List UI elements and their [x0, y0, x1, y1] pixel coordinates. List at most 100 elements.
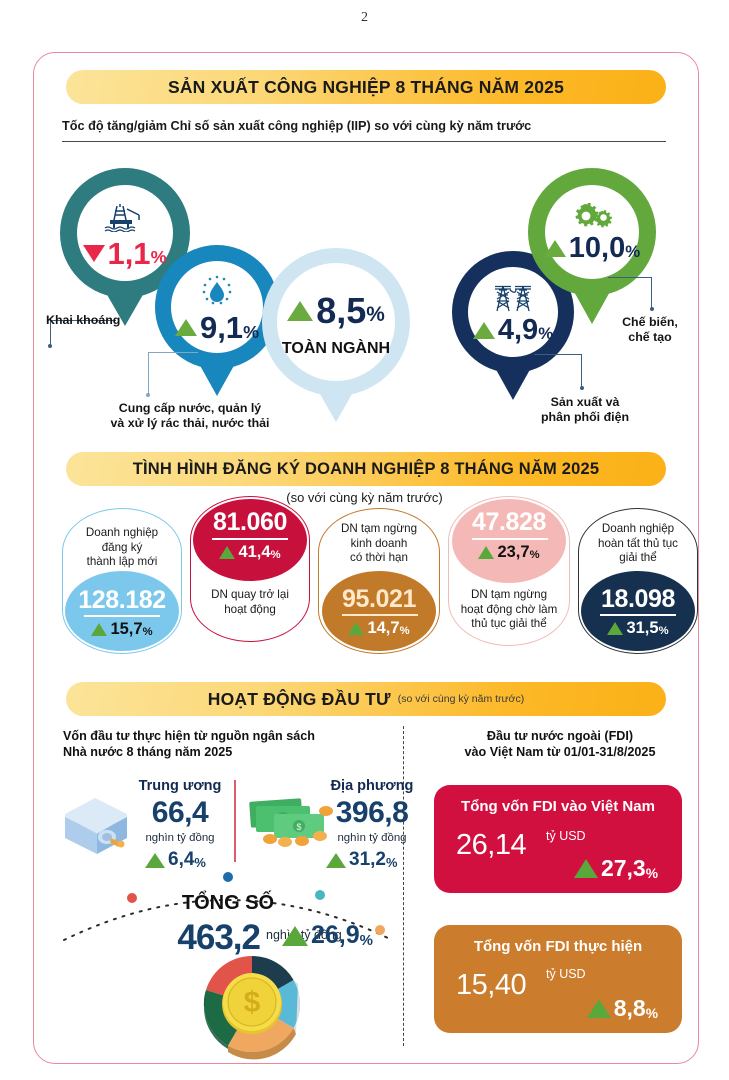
local-label: Địa phương	[330, 778, 414, 794]
page-number: 2	[361, 10, 368, 25]
fdi-card-unit: tỷ USD	[546, 967, 586, 981]
pin-total-industry[interactable]: 8,5 % TOÀN NGÀNH	[262, 248, 410, 422]
connector-dot	[146, 393, 150, 397]
section2-note: (so với cùng kỳ năm trước)	[286, 490, 443, 505]
money-stack-icon: $ $	[249, 798, 333, 847]
pin-value-group: 8,5 %	[287, 289, 385, 331]
pin-manufacturing[interactable]: 10,0 %	[528, 168, 656, 324]
section1-banner: SẢN XUẤT CÔNG NGHIỆP 8 THÁNG NĂM 2025	[66, 70, 666, 104]
total-value: 463,2	[177, 918, 261, 957]
card-change-value: 31,5	[626, 619, 659, 637]
fdi-card-change-percent: %	[645, 1006, 658, 1022]
pin-value: 1,1	[107, 235, 151, 271]
pin-value-group: 10,0 %	[543, 234, 640, 263]
bank-safe-icon	[65, 798, 127, 854]
card-change: 31,5 %	[578, 619, 698, 638]
svg-text:$: $	[296, 822, 301, 832]
business-card-new-registered[interactable]: Doanh nghiệp đăng ký thành lập mới 128.1…	[62, 508, 182, 654]
pin-value: 8,5	[316, 289, 367, 331]
pin-percent: %	[366, 303, 385, 327]
pin-mining[interactable]: 1,1 %	[60, 168, 190, 326]
increase-triangle-icon	[586, 999, 611, 1018]
fdi-card-unit: tỷ USD	[546, 829, 586, 843]
local-change: 31,2 %	[326, 849, 397, 871]
pin-electricity[interactable]: 4,9 %	[452, 251, 574, 400]
central-label: Trung ương	[138, 778, 222, 794]
fdi-card-title: Tổng vốn FDI thực hiện	[473, 938, 643, 955]
card-underline	[600, 614, 676, 616]
business-card-dissolved[interactable]: Doanh nghiệp hoàn tất thủ tục giải thể 1…	[578, 508, 698, 654]
central-change-percent: %	[194, 855, 206, 871]
pin-inner: 9,1 %	[171, 261, 263, 353]
card-underline	[84, 615, 160, 617]
card-change-percent: %	[142, 626, 153, 639]
connector-dot	[580, 386, 584, 390]
section1-subtitle: Tốc độ tăng/giảm Chỉ số sản xuất công ng…	[62, 119, 532, 133]
increase-triangle-icon	[478, 546, 495, 559]
pin-percent: %	[150, 247, 167, 268]
pin-tail	[94, 272, 156, 326]
connector-electricity	[534, 354, 582, 388]
increase-triangle-icon	[282, 925, 308, 946]
card-label: DN tạm ngừng hoạt động chờ làm thủ tục g…	[460, 588, 558, 631]
connector-water	[148, 352, 198, 395]
section3-banner: HOẠT ĐỘNG ĐẦU TƯ (so với cùng kỳ năm trư…	[66, 682, 666, 716]
pin-inner: 8,5 % TOÀN NGÀNH	[277, 263, 395, 381]
section2-banner: TÌNH HÌNH ĐĂNG KÝ DOANH NGHIỆP 8 THÁNG N…	[66, 452, 666, 486]
svg-text:$: $	[244, 986, 261, 1019]
card-number: 18.098	[600, 585, 676, 613]
section3-note: (so với cùng kỳ năm trước)	[397, 693, 525, 705]
fdi-card-realized-capital[interactable]: Tổng vốn FDI thực hiện 15,40 tỷ USD 8,8 …	[434, 925, 682, 1033]
card-underline	[472, 538, 548, 540]
local-change-value: 31,2	[349, 849, 386, 870]
business-card-suspended-temp[interactable]: DN tạm ngừng kinh doanh có thời hạn 95.0…	[318, 508, 440, 654]
increase-triangle-icon	[348, 622, 365, 635]
fdi-card-change: 8,8 %	[586, 995, 658, 1022]
connector-mining	[50, 320, 116, 346]
pin-value-group: 9,1 %	[174, 310, 259, 345]
donut-coin-icon: $	[203, 955, 301, 1060]
card-change: 14,7 %	[318, 619, 440, 638]
local-unit: nghìn tỷ đồng	[337, 832, 407, 844]
pin-value: 4,9	[497, 313, 539, 346]
investment-right-heading: Đầu tư nước ngoài (FDI) vào Việt Nam từ …	[464, 729, 656, 760]
pin-percent: %	[538, 323, 554, 343]
total-change: 26,9 %	[282, 921, 373, 950]
pin-caption-mining: Khai khoáng	[46, 313, 121, 327]
connector-dot	[48, 344, 52, 348]
total-arc	[63, 872, 393, 941]
card-change-percent: %	[658, 625, 669, 638]
central-change-value: 6,4	[168, 849, 195, 870]
card-fill	[322, 571, 436, 651]
total-label: TỔNG SỐ	[181, 892, 275, 914]
card-fill	[65, 571, 179, 651]
fdi-card-title: Tổng vốn FDI vào Việt Nam	[461, 798, 655, 815]
pin-caption-electricity: Sản xuất và phân phối điện	[540, 395, 630, 424]
connector-dot	[650, 307, 654, 311]
card-number: 95.021	[341, 585, 417, 613]
fdi-card-total-capital[interactable]: Tổng vốn FDI vào Việt Nam 26,14 tỷ USD 2…	[434, 785, 682, 893]
increase-triangle-icon	[145, 852, 165, 868]
total-change-percent: %	[359, 932, 374, 950]
card-label: Doanh nghiệp hoàn tất thủ tục giải thể	[598, 522, 678, 565]
pin-inner: 10,0 %	[543, 185, 640, 279]
gears-icon	[575, 203, 612, 228]
pin-value: 9,1	[199, 310, 244, 345]
fdi-card-change-percent: %	[645, 866, 658, 882]
section1-title: SẢN XUẤT CÔNG NGHIỆP 8 THÁNG NĂM 2025	[167, 76, 565, 97]
oil-rig-icon	[104, 203, 140, 232]
investment-left-heading: Vốn đầu tư thực hiện từ nguồn ngân sách …	[63, 729, 315, 760]
total-change-value: 26,9	[311, 921, 360, 949]
fdi-card-change: 27,3 %	[573, 855, 658, 882]
card-fill	[581, 571, 695, 651]
fdi-card-value: 26,14	[456, 829, 527, 861]
pin-inner: 4,9 %	[468, 267, 558, 357]
central-unit: nghìn tỷ đồng	[145, 832, 215, 844]
increase-triangle-icon	[543, 240, 566, 257]
business-card-awaiting-dissolution[interactable]: 47.828 23,7 % DN tạm ngừng hoạt động chờ…	[448, 496, 570, 646]
pin-water[interactable]: 9,1 %	[155, 245, 279, 396]
pin-inner: 1,1 %	[77, 185, 173, 281]
card-number: 47.828	[471, 508, 547, 536]
pin-caption-total-industry: TOÀN NGÀNH	[281, 339, 391, 357]
business-card-resumed[interactable]: 81.060 41,4 % DN quay trở lại hoạt động	[190, 496, 310, 642]
